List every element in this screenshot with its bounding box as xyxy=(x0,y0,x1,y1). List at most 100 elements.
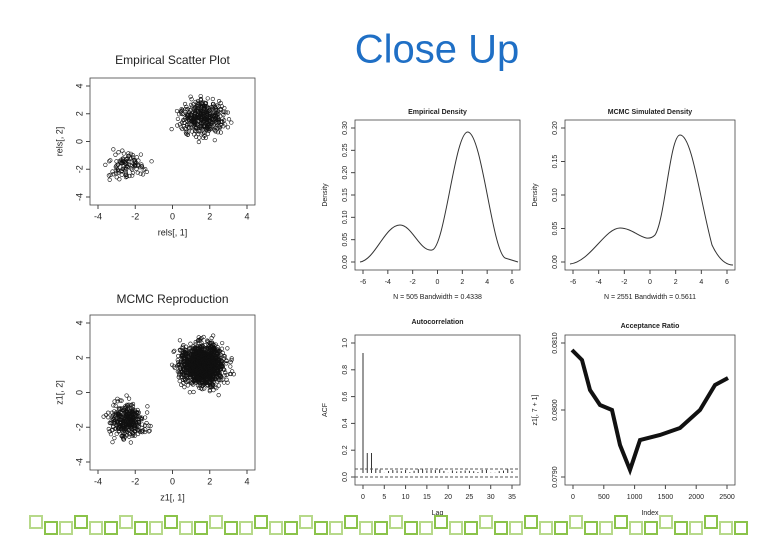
scatter-point xyxy=(179,359,184,365)
scatter-point xyxy=(204,364,209,369)
x-tick-label: 1000 xyxy=(627,494,643,501)
scatter-point xyxy=(144,420,149,426)
scatter-point xyxy=(146,429,152,434)
scatter-point xyxy=(228,364,233,369)
scatter-point xyxy=(120,166,125,172)
scatter-point xyxy=(216,124,222,129)
scatter-point xyxy=(224,372,229,377)
scatter-point xyxy=(213,342,218,347)
scatter-point xyxy=(203,378,208,383)
scatter-point xyxy=(225,125,231,130)
x-tick-label: 4 xyxy=(485,279,489,286)
scatter-point xyxy=(171,349,176,354)
x-tick-label: -6 xyxy=(570,279,576,286)
scatter-point xyxy=(203,347,208,352)
scatter-point xyxy=(188,352,193,357)
scatter-point xyxy=(220,377,226,382)
scatter-point xyxy=(196,359,202,364)
scatter-point xyxy=(187,108,193,113)
scatter-point xyxy=(218,130,223,135)
scatter-point xyxy=(140,172,146,177)
scatter-point xyxy=(218,362,223,367)
scatter-point xyxy=(225,110,230,115)
footer-square xyxy=(134,521,148,535)
scatter-point xyxy=(199,355,204,360)
scatter-point xyxy=(214,113,219,118)
y-tick-label: 0 xyxy=(74,139,84,144)
footer-square xyxy=(629,521,643,535)
scatter-point xyxy=(207,110,212,115)
y-tick-label: 2 xyxy=(74,111,84,116)
scatter-point xyxy=(126,162,131,167)
x-tick-label: 0 xyxy=(436,279,440,286)
scatter-point xyxy=(216,119,221,124)
footer-square xyxy=(539,521,553,535)
scatter-point xyxy=(196,368,201,373)
scatter-point xyxy=(206,346,211,351)
scatter-point xyxy=(190,364,195,370)
scatter-point xyxy=(126,402,131,407)
scatter-point xyxy=(120,436,126,441)
footer-square xyxy=(74,515,88,529)
scatter-point xyxy=(180,375,185,380)
scatter-point xyxy=(205,339,210,344)
scatter-point xyxy=(175,358,180,363)
footer-square xyxy=(614,515,628,529)
scatter-point xyxy=(118,406,123,412)
plot-frame xyxy=(89,77,256,206)
scatter-point xyxy=(222,105,227,111)
scatter-point xyxy=(176,369,182,374)
scatter-point xyxy=(199,126,204,131)
scatter-point xyxy=(187,372,193,378)
footer-square xyxy=(389,515,403,529)
scatter-point xyxy=(192,128,198,133)
scatter-point xyxy=(179,382,184,387)
panel-title: MCMC Simulated Density xyxy=(608,109,693,116)
scatter-point xyxy=(128,411,133,416)
scatter-point xyxy=(180,107,185,113)
scatter-point xyxy=(222,373,227,378)
scatter-point xyxy=(182,369,187,374)
scatter-point xyxy=(114,431,119,436)
scatter-point xyxy=(207,115,212,120)
scatter-point xyxy=(177,361,182,367)
footer-square xyxy=(494,521,508,535)
panel-title: Empirical Density xyxy=(408,109,467,116)
scatter-point xyxy=(187,126,192,131)
density-curve xyxy=(359,131,519,263)
scatter-point xyxy=(175,123,180,128)
footer-square xyxy=(59,521,73,535)
y-axis-label: Density xyxy=(322,183,329,207)
scatter-point xyxy=(212,138,217,143)
scatter-point xyxy=(203,135,208,140)
scatter-point xyxy=(131,162,136,167)
footer-square xyxy=(344,515,358,529)
scatter-point xyxy=(110,440,115,445)
scatter-point xyxy=(196,366,201,371)
y-tick-label: 0.0800 xyxy=(552,399,559,421)
scatter-point xyxy=(216,357,221,363)
scatter-point xyxy=(225,346,230,351)
scatter-point xyxy=(115,399,120,404)
scatter-point xyxy=(120,156,125,161)
scatter-point xyxy=(210,96,215,102)
plot-frame xyxy=(354,334,521,486)
footer-square xyxy=(734,521,748,535)
scatter-point xyxy=(175,116,181,122)
scatter-point xyxy=(140,430,145,435)
scatter-point xyxy=(194,371,199,376)
scatter-point xyxy=(180,344,185,349)
scatter-point xyxy=(196,109,201,114)
scatter-point xyxy=(185,116,190,121)
scatter-point xyxy=(189,97,194,102)
scatter-point xyxy=(191,378,196,384)
trace-line xyxy=(570,348,729,476)
scatter-point xyxy=(215,359,221,364)
scatter-point xyxy=(210,382,216,387)
scatter-point xyxy=(108,432,114,437)
scatter-point xyxy=(213,355,218,360)
x-tick-label: 25 xyxy=(466,494,474,501)
scatter-point xyxy=(197,135,202,140)
x-tick-label: -4 xyxy=(596,279,602,286)
scatter-point xyxy=(116,429,121,434)
